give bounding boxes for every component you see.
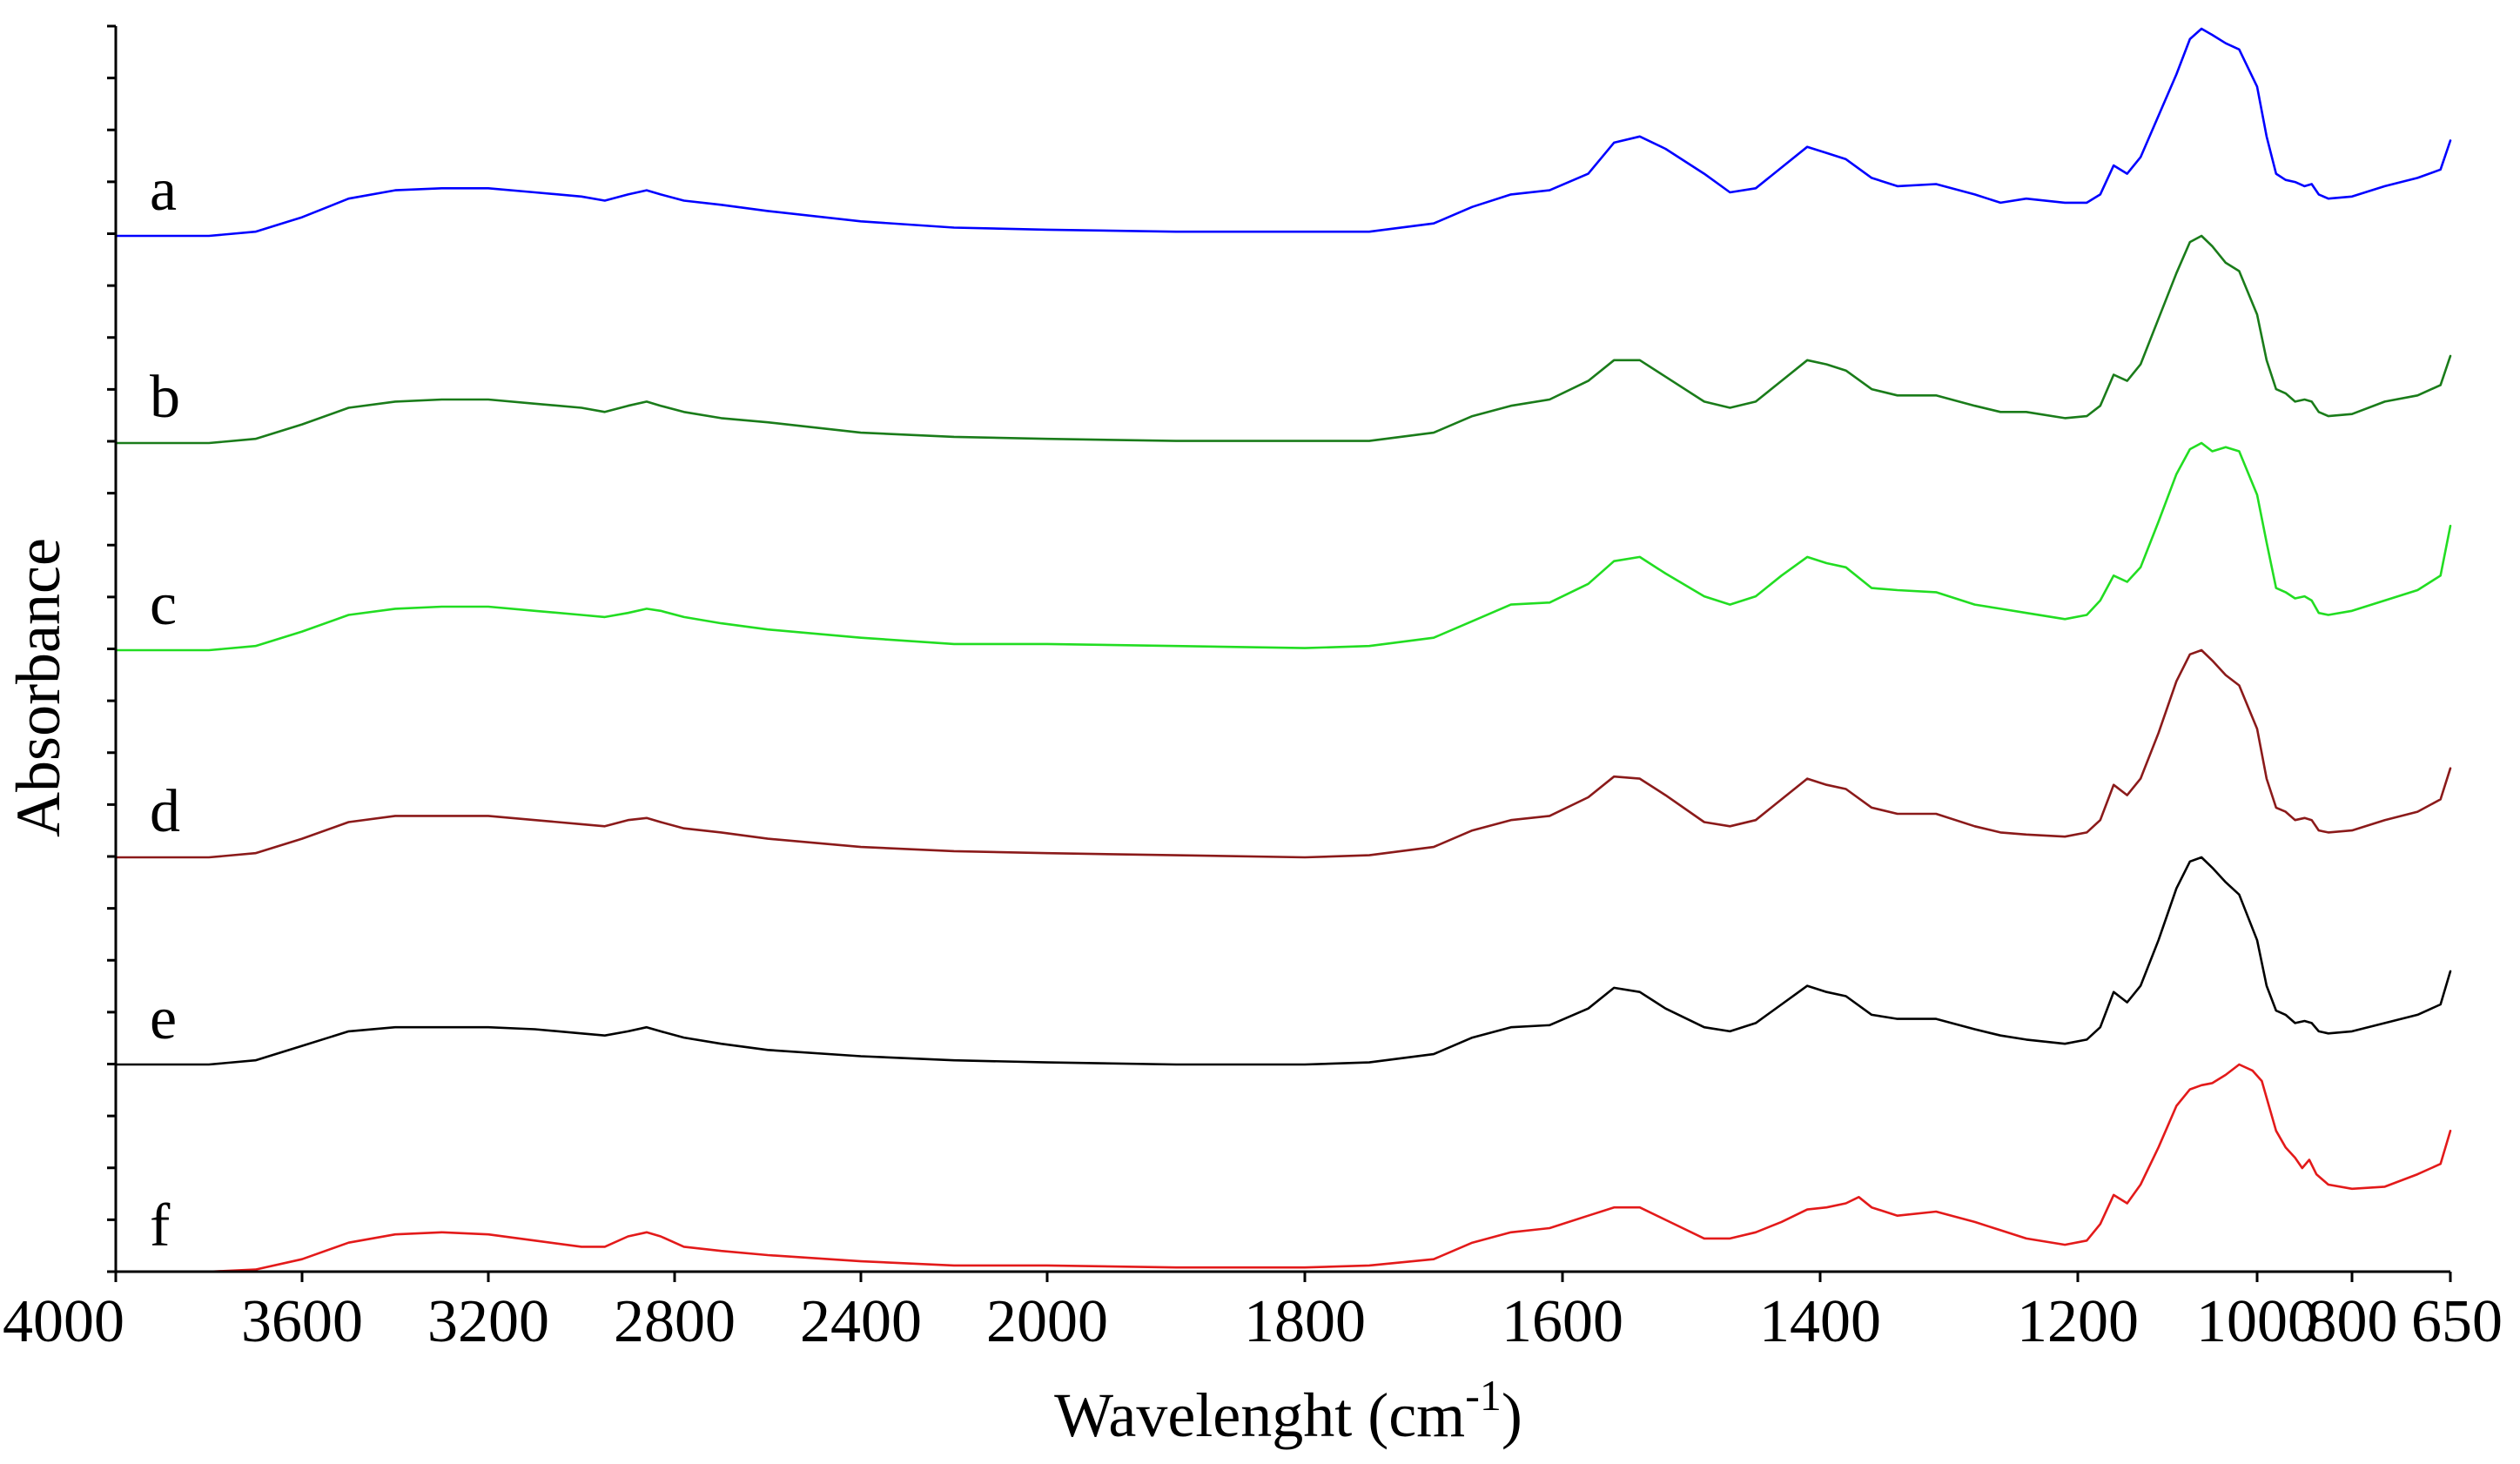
- series-label-b: b: [150, 364, 180, 431]
- x-tick-label: 3200: [427, 1288, 549, 1355]
- series-label-d: d: [150, 778, 180, 845]
- x-tick-label: 2400: [800, 1288, 922, 1355]
- series-line-e: [114, 856, 2452, 1066]
- x-axis-title: Wavelenght (cm-1): [1054, 1371, 1522, 1450]
- series-layer: [114, 27, 2452, 1273]
- series-label-c: c: [150, 571, 177, 638]
- x-axis-title-suffix: ): [1502, 1380, 1522, 1450]
- series-label-layer: a b c d e f: [150, 157, 180, 1259]
- series-label-f: f: [150, 1192, 171, 1259]
- x-axis-title-main: Wavelenght (cm: [1054, 1380, 1465, 1450]
- x-tick-label: 650: [2411, 1288, 2503, 1355]
- x-tick-label: 4000: [3, 1288, 124, 1355]
- x-tick-label: 1600: [1502, 1288, 1623, 1355]
- x-tick-label: 2800: [614, 1288, 736, 1355]
- series-line-b: [114, 234, 2452, 445]
- axes: [114, 26, 2450, 1273]
- x-tick-label: 1000: [2196, 1288, 2318, 1355]
- x-ticks: 4000 3600 3200 2800 2400 2000 1800 1600 1400 1200…: [3, 1272, 2503, 1355]
- series-label-a: a: [150, 157, 177, 224]
- x-tick-label: 1400: [1759, 1288, 1881, 1355]
- series-line-c: [114, 441, 2452, 652]
- series-line-a: [114, 27, 2452, 238]
- y-axis-title: Absorbance: [3, 538, 73, 837]
- series-line-f: [114, 1063, 2452, 1273]
- x-tick-label: 3600: [241, 1288, 363, 1355]
- x-tick-label: 1200: [2017, 1288, 2139, 1355]
- x-tick-label: 800: [2307, 1288, 2398, 1355]
- y-ticks: [107, 24, 116, 1273]
- x-axis-title-superscript: -1: [1465, 1371, 1502, 1420]
- x-tick-label: 1800: [1244, 1288, 1366, 1355]
- x-tick-label: 2000: [986, 1288, 1108, 1355]
- series-label-e: e: [150, 985, 177, 1052]
- series-line-d: [114, 648, 2452, 859]
